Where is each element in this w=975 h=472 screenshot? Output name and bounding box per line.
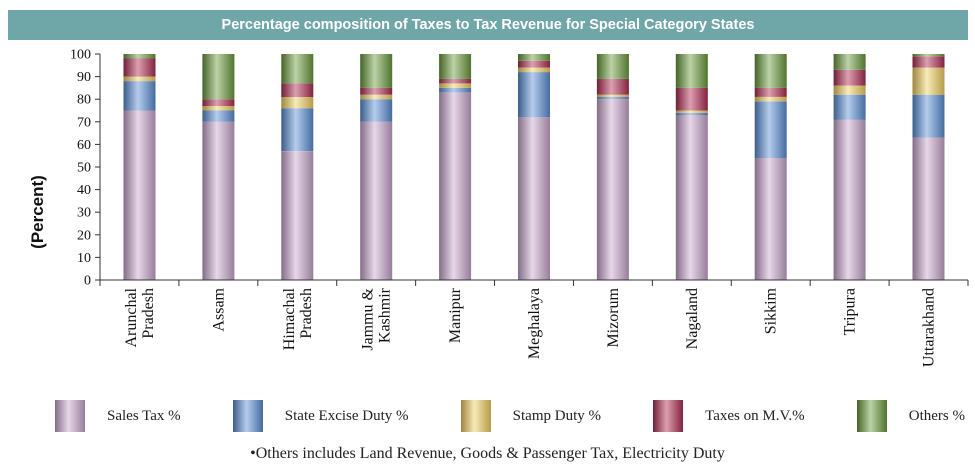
legend-swatch [55, 400, 85, 432]
x-tick-label: Meghalaya [526, 288, 543, 359]
bar-segment [833, 85, 866, 95]
footnote: •Others includes Land Revenue, Goods & P… [250, 445, 725, 462]
x-tick-label: HimachalPradesh [281, 287, 315, 350]
bar-segment [281, 54, 314, 84]
legend-item: Taxes on M.V.% [653, 400, 805, 432]
bar-segment [439, 87, 472, 93]
bar-segment [518, 67, 550, 73]
y-tick-label: 100 [70, 48, 91, 63]
bar-segment [912, 94, 945, 138]
x-ticks-layer: ArunchalPradesh Assam HimachalPradesh Jammu… [99, 280, 969, 367]
y-tick-label: 90 [77, 70, 91, 85]
bar-segment [439, 54, 472, 79]
x-tick-label: Mizorum [605, 287, 622, 347]
bar-segment [596, 99, 629, 280]
bar-segment [833, 69, 866, 86]
bar-segment [833, 54, 866, 70]
y-tick-label: 80 [77, 93, 91, 108]
legend-label: State Excise Duty % [284, 407, 409, 424]
bar-segment [439, 78, 472, 84]
bar-segment [439, 92, 472, 281]
bar-segment [675, 87, 708, 111]
legend-label: Stamp Duty % [512, 407, 601, 424]
x-tick-label: Jammu &Kashmir [360, 287, 394, 350]
y-ticks-layer: 0 10 20 30 40 50 60 70 80 90 100 [70, 48, 100, 289]
bar-segment [360, 99, 393, 122]
legend-swatch [653, 400, 684, 432]
legend-item: Stamp Duty % [460, 400, 601, 432]
bar-segment [754, 87, 787, 97]
bar-segment [596, 78, 629, 95]
legend-label: Sales Tax % [107, 407, 181, 424]
legend-swatch [232, 400, 263, 432]
chart-title: Percentage composition of Taxes to Tax R… [8, 10, 968, 40]
x-tick-label: ArunchalPradesh [123, 287, 157, 347]
bar-segment [202, 110, 235, 122]
bar-segment [202, 106, 235, 111]
bar-segment [912, 137, 945, 280]
bar-segment [675, 110, 708, 113]
bar-segment [439, 83, 472, 88]
bar-segment [518, 60, 550, 68]
y-tick-label: 60 [77, 138, 91, 153]
bar-segment [281, 83, 314, 97]
bar-segment [123, 81, 156, 111]
legend-item: Sales Tax % [55, 400, 181, 432]
bars-layer [123, 54, 945, 281]
bar-segment [123, 58, 156, 77]
bar-segment [281, 96, 314, 109]
bar-segment [281, 108, 314, 152]
legend-item: State Excise Duty % [232, 400, 409, 432]
y-tick-label: 10 [77, 251, 91, 266]
x-tick-label: Nagaland [684, 288, 701, 349]
bar-segment [912, 67, 945, 95]
bar-segment [675, 112, 708, 116]
bar-segment [518, 117, 550, 280]
y-tick-label: 0 [84, 274, 91, 289]
bar-segment [596, 94, 629, 97]
y-tick-label: 70 [77, 115, 91, 130]
bar-segment [912, 54, 945, 57]
legend-swatch [856, 400, 887, 432]
x-tick-label: Uttarakhand [921, 288, 938, 367]
y-tick-label: 20 [77, 228, 91, 243]
x-tick-label: Sikkim [763, 287, 780, 334]
legend-item: Others % [856, 400, 965, 432]
bar-segment [596, 54, 629, 79]
bar-segment [675, 115, 708, 280]
bar-segment [754, 101, 787, 158]
legend-swatch [460, 400, 491, 432]
bar-segment [123, 54, 156, 59]
bar-segment [281, 151, 314, 280]
bar-segment [202, 99, 235, 106]
bar-segment [675, 54, 708, 88]
bar-segment [912, 56, 945, 68]
legend-label: Others % [908, 407, 965, 424]
legend: Sales Tax % State Excise Duty % Stamp Duty… [55, 398, 965, 434]
bar-segment [754, 54, 787, 88]
bar-segment [754, 96, 787, 102]
bar-segment [360, 87, 393, 95]
x-tick-label: Assam [210, 287, 227, 331]
y-tick-label: 50 [77, 161, 91, 176]
bar-segment [202, 54, 235, 100]
bar-segment [596, 96, 629, 100]
legend-label: Taxes on M.V.% [705, 407, 805, 424]
bar-segment [518, 54, 550, 61]
bar-segment [360, 121, 393, 280]
bar-segment [360, 54, 393, 88]
bar-segment [754, 158, 787, 280]
y-tick-label: 40 [77, 183, 91, 198]
bar-segment [360, 94, 393, 100]
bar-segment [123, 110, 156, 280]
bar-segment [518, 72, 550, 118]
bar-segment [123, 76, 156, 82]
y-tick-label: 30 [77, 206, 91, 221]
bar-segment [202, 121, 235, 280]
x-tick-label: Tripura [842, 288, 859, 335]
bar-segment [833, 119, 866, 280]
bar-segment [833, 94, 866, 120]
x-tick-label: Manipur [447, 287, 464, 343]
